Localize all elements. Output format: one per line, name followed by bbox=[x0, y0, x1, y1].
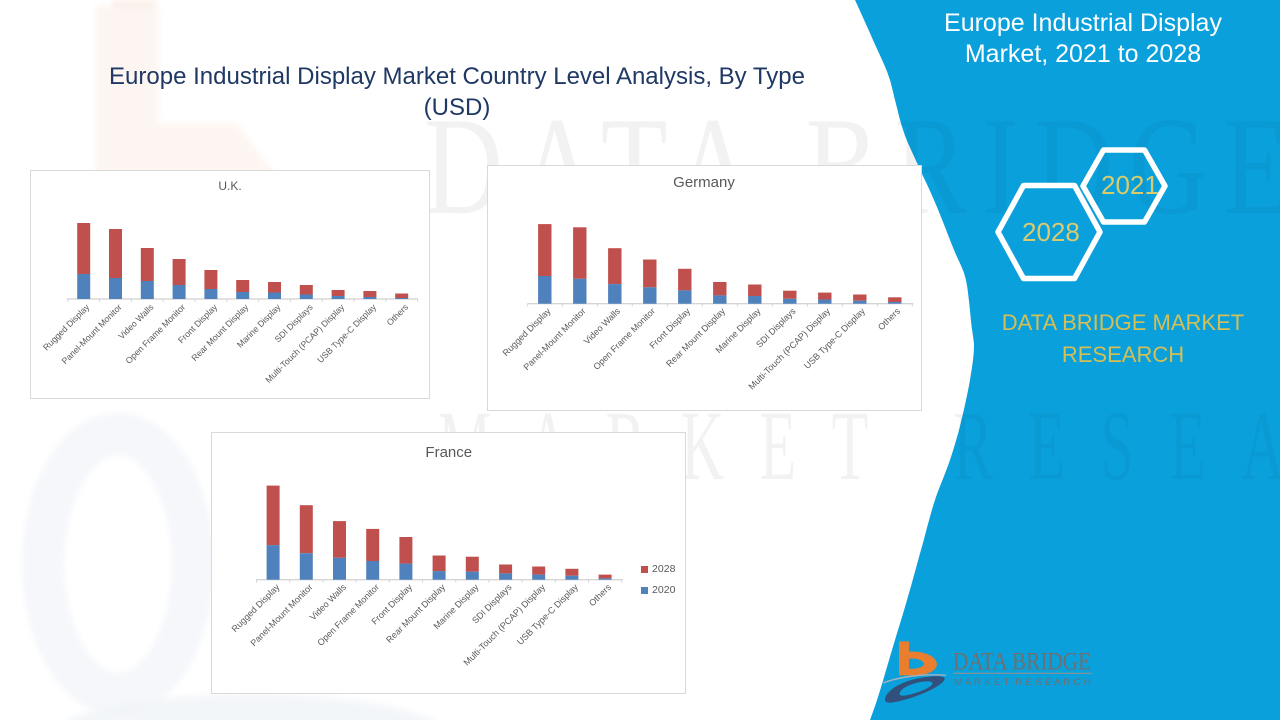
svg-text:DATA BRIDGE: DATA BRIDGE bbox=[953, 649, 1091, 676]
svg-text:M A R K E T R E S E A R C H: M A R K E T R E S E A R C H bbox=[954, 677, 1091, 687]
